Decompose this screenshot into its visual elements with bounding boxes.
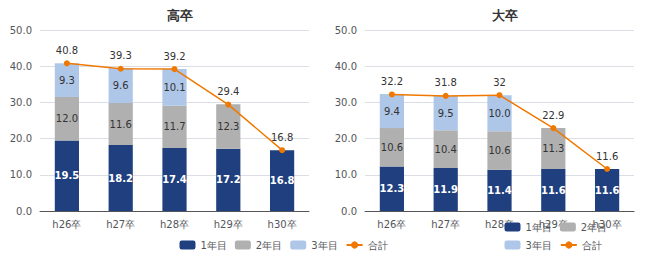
svg-text:9.3: 9.3 bbox=[59, 75, 75, 86]
svg-text:11.9: 11.9 bbox=[433, 184, 458, 195]
svg-text:3年目: 3年目 bbox=[311, 240, 337, 251]
svg-text:10.4: 10.4 bbox=[435, 144, 457, 155]
svg-text:10.0: 10.0 bbox=[335, 169, 357, 180]
svg-text:h28卒: h28卒 bbox=[160, 219, 189, 230]
svg-text:18.2: 18.2 bbox=[108, 173, 133, 184]
svg-text:11.3: 11.3 bbox=[542, 143, 564, 154]
svg-text:29.4: 29.4 bbox=[217, 86, 239, 97]
svg-text:40.8: 40.8 bbox=[56, 45, 78, 56]
svg-text:39.2: 39.2 bbox=[163, 51, 185, 62]
svg-text:20.0: 20.0 bbox=[10, 133, 32, 144]
svg-text:合計: 合計 bbox=[582, 240, 602, 251]
svg-text:16.8: 16.8 bbox=[271, 132, 293, 143]
svg-text:17.4: 17.4 bbox=[162, 174, 187, 185]
svg-text:32.2: 32.2 bbox=[381, 76, 403, 87]
svg-text:h29卒: h29卒 bbox=[214, 219, 243, 230]
svg-text:30.0: 30.0 bbox=[335, 97, 357, 108]
svg-text:h26卒: h26卒 bbox=[52, 219, 81, 230]
svg-text:12.3: 12.3 bbox=[380, 183, 405, 194]
svg-text:11.7: 11.7 bbox=[163, 121, 185, 132]
svg-text:10.0: 10.0 bbox=[488, 108, 510, 119]
svg-text:h28卒: h28卒 bbox=[485, 218, 514, 230]
svg-text:10.6: 10.6 bbox=[488, 145, 510, 156]
svg-text:40.0: 40.0 bbox=[10, 61, 32, 72]
svg-text:0.0: 0.0 bbox=[16, 206, 32, 217]
svg-text:40.0: 40.0 bbox=[335, 61, 357, 72]
svg-text:9.5: 9.5 bbox=[438, 108, 454, 119]
svg-text:3年目: 3年目 bbox=[526, 240, 552, 251]
svg-text:9.6: 9.6 bbox=[113, 80, 129, 91]
svg-text:2年目: 2年目 bbox=[256, 240, 282, 251]
svg-text:31.8: 31.8 bbox=[435, 77, 457, 88]
svg-text:12.3: 12.3 bbox=[217, 121, 239, 132]
svg-text:11.6: 11.6 bbox=[595, 185, 620, 196]
svg-text:32: 32 bbox=[493, 77, 506, 88]
svg-text:50.0: 50.0 bbox=[10, 25, 32, 36]
svg-text:10.1: 10.1 bbox=[163, 82, 185, 93]
svg-text:9.4: 9.4 bbox=[384, 106, 400, 117]
svg-text:39.3: 39.3 bbox=[110, 50, 132, 61]
svg-text:11.6: 11.6 bbox=[541, 185, 566, 196]
svg-text:1年目: 1年目 bbox=[201, 240, 227, 251]
svg-text:h27卒: h27卒 bbox=[106, 219, 135, 230]
svg-text:2年目: 2年目 bbox=[581, 222, 607, 233]
svg-text:11.6: 11.6 bbox=[110, 119, 132, 130]
svg-text:22.9: 22.9 bbox=[542, 110, 564, 121]
svg-text:0.0: 0.0 bbox=[341, 206, 357, 217]
svg-text:合計: 合計 bbox=[368, 240, 388, 251]
svg-text:11.6: 11.6 bbox=[596, 151, 618, 162]
svg-text:大卒: 大卒 bbox=[492, 8, 518, 23]
svg-text:高卒: 高卒 bbox=[167, 8, 193, 23]
svg-text:h30卒: h30卒 bbox=[268, 219, 297, 230]
svg-text:12.0: 12.0 bbox=[56, 113, 78, 124]
svg-text:11.4: 11.4 bbox=[487, 185, 512, 196]
svg-text:17.2: 17.2 bbox=[216, 174, 241, 185]
svg-text:h27卒: h27卒 bbox=[431, 219, 460, 230]
svg-text:1年目: 1年目 bbox=[526, 222, 552, 233]
svg-text:16.8: 16.8 bbox=[270, 175, 295, 186]
svg-text:10.6: 10.6 bbox=[381, 142, 403, 153]
svg-text:30.0: 30.0 bbox=[10, 97, 32, 108]
svg-text:h26卒: h26卒 bbox=[377, 219, 406, 230]
svg-text:50.0: 50.0 bbox=[335, 25, 357, 36]
svg-text:10.0: 10.0 bbox=[10, 169, 32, 180]
svg-text:19.5: 19.5 bbox=[55, 170, 80, 181]
svg-text:20.0: 20.0 bbox=[335, 133, 357, 144]
